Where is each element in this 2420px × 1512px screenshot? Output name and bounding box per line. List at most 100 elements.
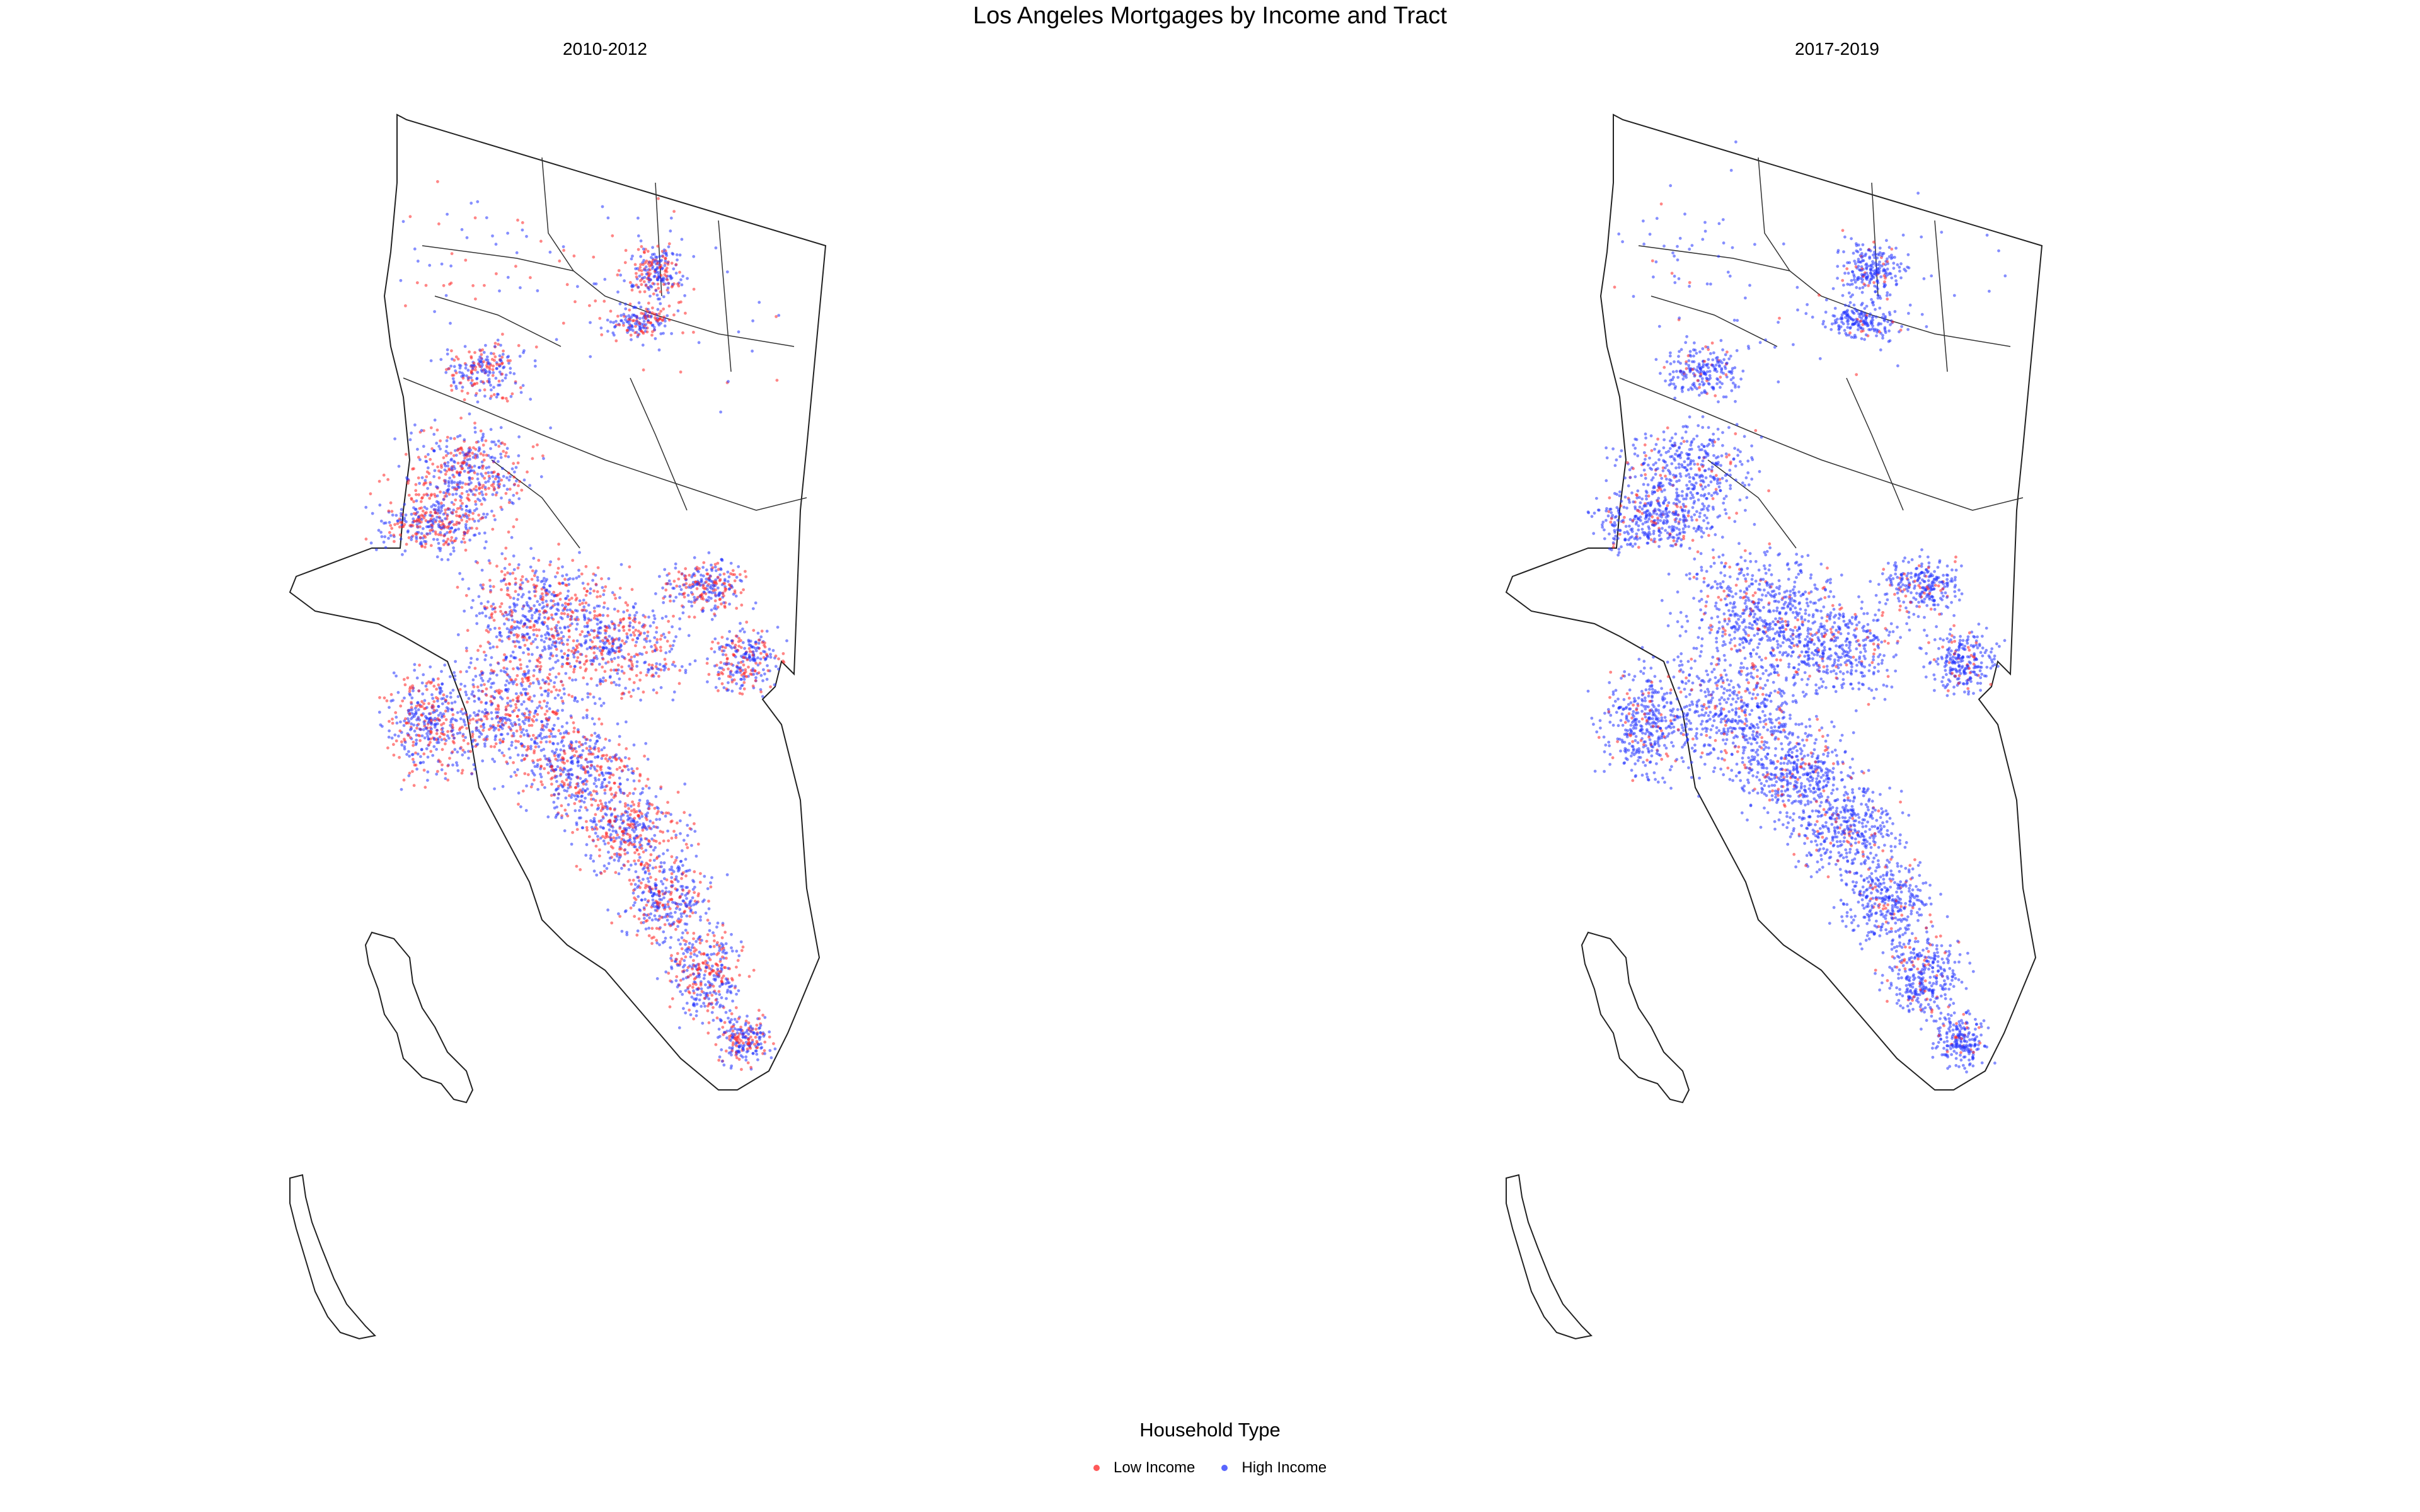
high-income-point (510, 467, 514, 471)
low-income-point (637, 859, 640, 862)
low-income-point (747, 647, 751, 650)
low-income-point (599, 595, 602, 598)
low-income-point (444, 709, 447, 713)
high-income-point (565, 730, 568, 733)
high-income-point (426, 520, 430, 524)
high-income-point (534, 364, 537, 368)
high-income-point (724, 977, 728, 981)
high-income-point (439, 470, 442, 474)
high-income-point (728, 1009, 732, 1012)
low-income-point (645, 673, 648, 677)
high-income-point (710, 563, 713, 567)
high-income-point (581, 581, 585, 585)
low-income-point (668, 907, 672, 910)
low-income-point (496, 715, 499, 718)
low-income-point (727, 675, 730, 678)
high-income-point (769, 653, 772, 656)
low-income-point (407, 493, 411, 497)
low-income-point (638, 779, 641, 782)
high-income-point (636, 636, 639, 640)
low-income-point (404, 717, 407, 721)
high-income-point (536, 576, 539, 579)
high-income-point (756, 656, 759, 660)
high-income-point (564, 672, 568, 675)
high-income-point (498, 741, 502, 745)
high-income-point (642, 921, 645, 924)
low-income-point (498, 719, 502, 723)
low-income-point (410, 701, 413, 704)
low-income-point (529, 682, 533, 685)
high-income-point (453, 678, 457, 682)
high-income-point (608, 771, 611, 775)
low-income-point (437, 683, 441, 687)
high-income-point (592, 816, 596, 820)
high-income-point (601, 586, 604, 589)
low-income-point (584, 601, 588, 605)
high-income-point (516, 768, 519, 772)
high-income-point (632, 819, 636, 823)
low-income-point (608, 755, 612, 759)
low-income-point (444, 525, 447, 529)
low-income-point (598, 848, 601, 852)
high-income-point (716, 921, 720, 925)
high-income-point (759, 1046, 763, 1050)
high-income-point (382, 541, 386, 544)
low-income-point (730, 680, 734, 684)
high-income-point (635, 834, 638, 838)
high-income-point (456, 731, 459, 735)
high-income-point (654, 795, 658, 798)
high-income-point (612, 680, 616, 684)
high-income-point (446, 490, 450, 494)
high-income-point (497, 460, 500, 463)
high-income-point (706, 657, 709, 661)
high-income-point (677, 938, 681, 942)
low-income-point (424, 481, 428, 484)
low-income-point (593, 609, 596, 613)
high-income-point (558, 753, 562, 757)
high-income-point (447, 481, 451, 485)
high-income-point (669, 946, 672, 949)
high-income-point (657, 854, 661, 858)
high-income-point (555, 624, 558, 627)
low-income-point (603, 788, 607, 792)
high-income-point (449, 691, 452, 695)
high-income-point (591, 578, 594, 582)
low-income-point (684, 940, 688, 943)
high-income-point (461, 450, 464, 454)
high-income-point (420, 532, 424, 536)
high-income-point (593, 702, 597, 706)
low-income-point (510, 614, 514, 617)
low-income-point (584, 660, 588, 663)
low-income-point (630, 668, 634, 672)
low-income-point (613, 593, 616, 597)
low-income-point (516, 635, 519, 639)
high-income-point (713, 565, 717, 569)
low-income-point (712, 985, 715, 988)
high-income-point (654, 671, 658, 675)
low-income-point (667, 619, 671, 623)
high-income-point (773, 683, 776, 687)
low-income-point (666, 639, 669, 643)
low-income-point (723, 605, 727, 609)
high-income-point (701, 566, 705, 569)
low-income-point (472, 487, 476, 491)
high-income-point (630, 767, 633, 770)
low-income-point (742, 663, 746, 667)
high-income-point (662, 668, 666, 672)
low-income-point (389, 501, 393, 505)
low-income-point (514, 678, 517, 681)
high-income-point (560, 816, 563, 820)
high-income-point (679, 903, 683, 906)
low-income-point (723, 646, 727, 650)
low-income-point (424, 546, 427, 549)
low-income-point (517, 484, 520, 488)
low-income-point (725, 656, 729, 660)
high-income-point (505, 476, 509, 479)
high-income-point (526, 603, 529, 607)
high-income-point (621, 822, 624, 825)
high-income-point (508, 675, 512, 679)
low-income-point (498, 605, 502, 609)
high-income-point (458, 474, 461, 477)
high-income-point (524, 753, 528, 757)
high-income-point (449, 364, 452, 368)
